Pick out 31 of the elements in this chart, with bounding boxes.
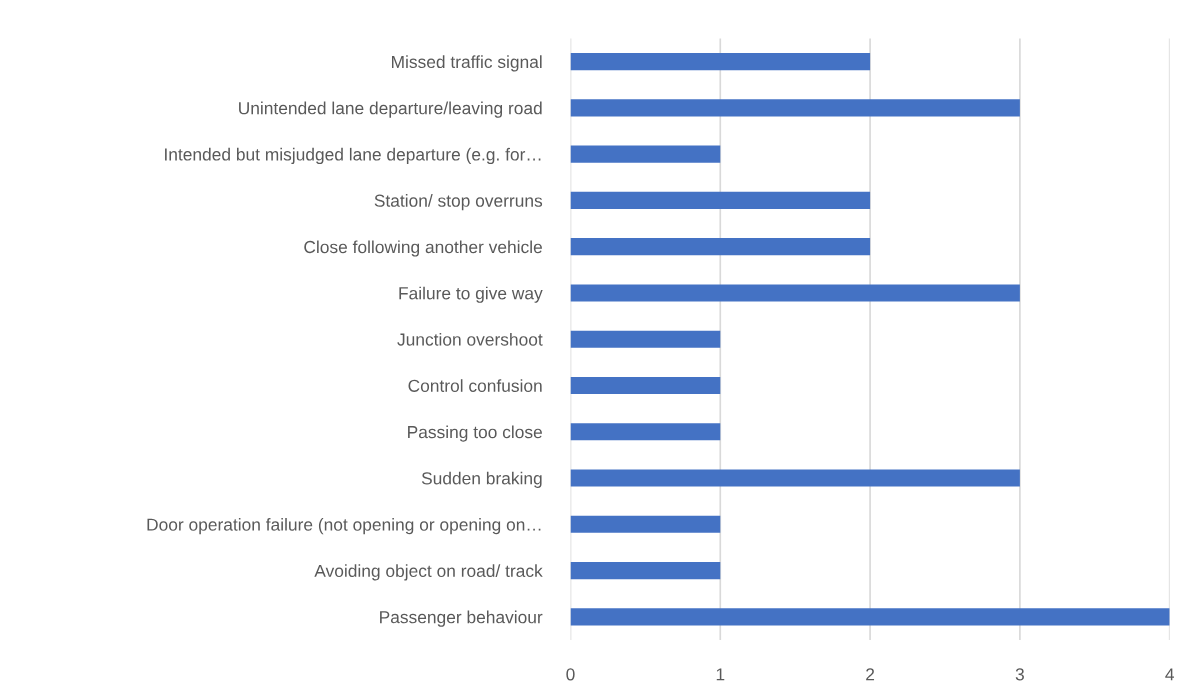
- y-tick-label: Junction overshoot: [397, 332, 543, 346]
- y-tick-label: Unintended lane departure/leaving road: [239, 101, 542, 118]
- bar: [570, 145, 721, 163]
- y-tick-label: Sudden braking: [421, 471, 542, 488]
- bar: [570, 238, 871, 256]
- y-tick-label: Failure to give way: [399, 286, 543, 303]
- bar: [570, 376, 721, 395]
- y-tick-label: Passenger behaviour: [380, 610, 543, 627]
- x-tick-label: 0: [566, 668, 575, 681]
- bar: [570, 423, 721, 441]
- bar: [570, 99, 1020, 117]
- y-tick-label: Station/ stop overruns: [374, 194, 543, 211]
- y-tick-label: Intended but misjudged lane departure (e.g. for…: [165, 147, 541, 165]
- x-tick-label: 4: [1165, 668, 1175, 681]
- bar: [570, 330, 721, 348]
- bar: [570, 191, 871, 209]
- y-tick-label: Control confusion: [408, 379, 542, 392]
- y-tick-label: Avoiding object on road/ track: [314, 564, 543, 581]
- y-tick-label: Passing too close: [408, 425, 542, 442]
- bar: [570, 515, 721, 533]
- y-tick-label: Close following another vehicle: [304, 240, 542, 257]
- x-tick-label: 1: [716, 668, 725, 681]
- bar: [570, 608, 1170, 626]
- bar: [570, 53, 871, 71]
- bar: [570, 284, 1020, 302]
- y-tick-label: Missed traffic signal: [392, 55, 542, 72]
- x-tick-label: 3: [1015, 668, 1024, 681]
- y-tick-label: Door operation failure (not opening or opening on…: [147, 518, 541, 535]
- x-tick-label: 2: [866, 668, 875, 681]
- bar: [570, 562, 721, 580]
- bar: [570, 469, 1020, 487]
